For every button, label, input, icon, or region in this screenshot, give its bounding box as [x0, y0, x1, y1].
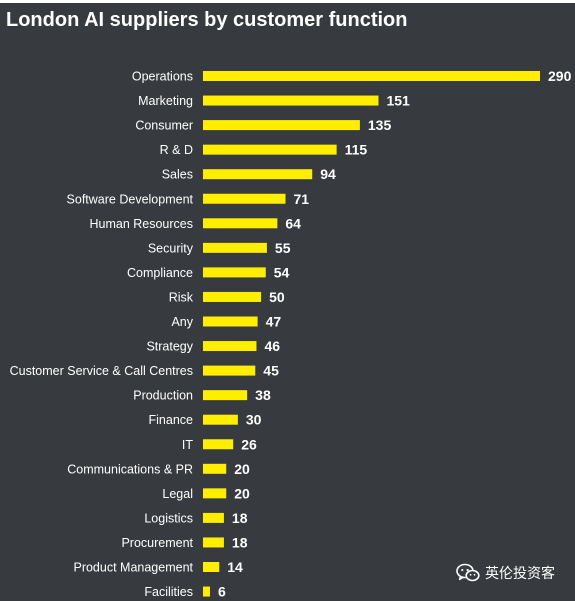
value-label: 54	[274, 264, 290, 280]
bar	[203, 193, 286, 204]
bar	[203, 414, 238, 425]
bar	[203, 169, 313, 180]
category-label: Software Development	[67, 192, 194, 206]
value-label: 18	[232, 534, 248, 550]
category-label: Logistics	[144, 511, 193, 525]
value-label: 135	[368, 117, 392, 133]
value-label: 50	[269, 289, 285, 305]
chart-title: London AI suppliers by customer function	[6, 9, 408, 31]
category-label: Facilities	[144, 585, 193, 599]
bar	[203, 144, 337, 155]
bar	[203, 120, 360, 131]
category-label: Customer Service & Call Centres	[10, 364, 193, 378]
value-label: 94	[320, 166, 336, 182]
watermark: 英伦投资客	[456, 563, 555, 583]
value-label: 6	[218, 584, 226, 600]
bar	[203, 218, 278, 229]
bar	[203, 488, 227, 499]
bar	[203, 316, 258, 327]
value-label: 20	[234, 461, 250, 477]
category-label: Sales	[162, 168, 193, 182]
value-label: 290	[548, 68, 572, 84]
category-label: Procurement	[121, 536, 193, 550]
bar	[203, 439, 234, 450]
value-label: 55	[275, 240, 291, 256]
bar	[203, 512, 224, 523]
bar	[203, 463, 227, 474]
category-label: Human Resources	[89, 217, 193, 231]
category-label: Security	[148, 241, 194, 255]
category-label: Compliance	[127, 266, 193, 280]
category-label: Consumer	[135, 119, 193, 133]
bar	[203, 95, 379, 106]
value-label: 20	[234, 485, 250, 501]
category-label: IT	[182, 438, 193, 452]
value-label: 151	[386, 93, 410, 109]
value-label: 46	[264, 338, 280, 354]
wechat-icon	[456, 563, 480, 582]
value-label: 26	[241, 436, 257, 452]
category-label: Marketing	[138, 94, 193, 108]
bar	[203, 586, 210, 597]
category-label: Product Management	[73, 561, 193, 575]
bar	[203, 267, 266, 278]
bar	[203, 562, 220, 572]
bar	[203, 390, 248, 401]
category-label: Strategy	[146, 340, 193, 354]
watermark-text: 英伦投资客	[485, 566, 555, 582]
category-label: Production	[133, 389, 193, 403]
value-label: 71	[294, 191, 310, 207]
value-label: 38	[255, 387, 271, 403]
category-label: Any	[171, 315, 193, 329]
category-label: Communications & PR	[67, 462, 193, 476]
bar	[203, 71, 540, 81]
value-label: 45	[263, 363, 279, 379]
top-rule	[0, 0, 575, 3]
bar	[203, 365, 256, 376]
value-label: 30	[246, 412, 262, 428]
bar	[203, 242, 267, 253]
value-label: 64	[285, 215, 301, 231]
bar	[203, 291, 262, 302]
bar	[203, 341, 257, 352]
value-label: 115	[345, 142, 368, 158]
category-label: Legal	[162, 487, 193, 501]
category-label: R & D	[160, 143, 193, 157]
category-label: Operations	[132, 70, 193, 84]
value-label: 47	[266, 314, 282, 330]
category-label: Finance	[149, 413, 194, 427]
value-label: 18	[232, 510, 248, 526]
value-label: 14	[227, 559, 243, 575]
category-label: Risk	[169, 290, 194, 304]
bar	[203, 537, 224, 548]
